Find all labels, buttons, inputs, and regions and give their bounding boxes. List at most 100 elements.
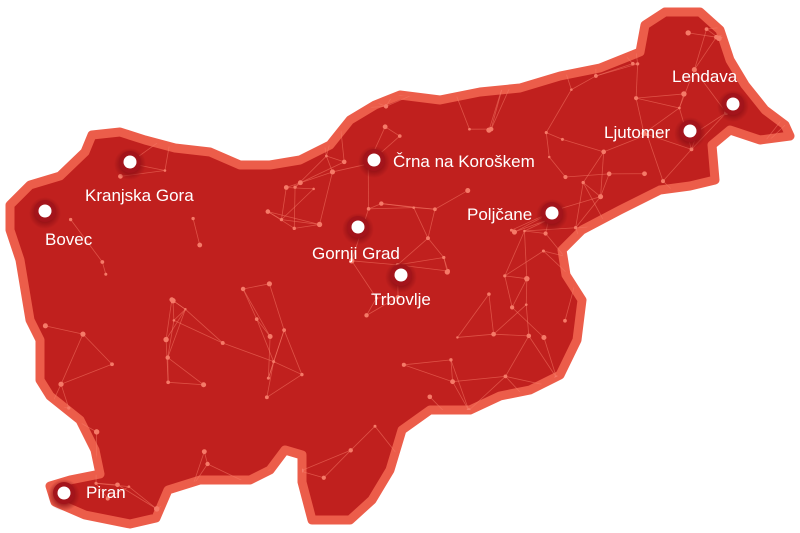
network-node	[491, 331, 496, 337]
network-node	[687, 297, 693, 303]
network-node	[576, 271, 580, 275]
network-node	[601, 149, 607, 155]
network-line	[69, 12, 77, 16]
pin-dot-icon	[726, 97, 740, 111]
network-node	[128, 48, 132, 52]
network-node	[427, 394, 433, 400]
network-node	[215, 122, 221, 128]
network-node	[297, 180, 303, 186]
network-line	[481, 458, 504, 498]
pin-dot-icon	[545, 206, 559, 220]
network-node	[197, 242, 203, 248]
network-line	[669, 341, 693, 350]
network-line	[505, 335, 530, 377]
network-node	[597, 396, 602, 401]
network-line	[142, 25, 165, 51]
network-node	[717, 358, 723, 364]
network-line	[698, 453, 701, 469]
network-node	[543, 231, 548, 236]
network-node	[668, 347, 671, 351]
network-node	[544, 131, 548, 135]
network-line	[543, 337, 557, 378]
network-line	[756, 511, 779, 523]
network-line	[326, 155, 345, 163]
network-node	[604, 223, 610, 229]
network-line	[643, 107, 680, 134]
network-node	[66, 12, 72, 14]
network-line	[646, 228, 653, 251]
pin-dot-icon	[38, 204, 52, 218]
network-line	[38, 65, 73, 81]
network-line	[185, 308, 223, 344]
network-node	[572, 470, 578, 475]
network-line	[639, 481, 653, 512]
network-line	[724, 414, 756, 423]
network-node	[667, 517, 671, 521]
network-line	[273, 361, 303, 375]
network-node	[547, 155, 551, 159]
network-line	[554, 23, 596, 39]
network-line	[326, 155, 333, 173]
pin-dot-icon	[57, 486, 71, 500]
network-node	[746, 368, 751, 373]
network-node	[714, 243, 720, 249]
network-line	[576, 477, 604, 510]
network-node	[348, 448, 353, 453]
network-line	[524, 230, 546, 234]
network-node	[523, 229, 526, 233]
network-node	[581, 180, 585, 185]
network-node	[104, 272, 108, 276]
network-line	[61, 14, 77, 51]
network-node	[631, 61, 635, 66]
network-node	[782, 113, 788, 119]
network-line	[576, 477, 612, 506]
network-node	[602, 317, 606, 322]
network-node	[510, 305, 515, 310]
network-line	[57, 128, 71, 146]
network-node	[573, 226, 578, 230]
network-line	[757, 22, 786, 50]
city-marker-gornji-grad[interactable]: Gornji Grad	[312, 213, 400, 263]
network-node	[753, 290, 757, 294]
pin-dot-icon	[351, 220, 365, 234]
network-node	[382, 124, 388, 130]
network-node	[699, 476, 702, 479]
city-marker-polj-ane[interactable]: Poljčane	[467, 199, 568, 231]
network-node	[753, 509, 760, 515]
network-line	[172, 300, 175, 321]
city-marker-piran[interactable]: Piran	[48, 479, 126, 511]
network-node	[24, 471, 29, 476]
network-node	[647, 426, 652, 432]
city-marker-kranjska-gora[interactable]: Kranjska Gora	[85, 148, 194, 205]
network-line	[52, 12, 70, 34]
network-node	[293, 185, 297, 189]
network-node	[329, 169, 336, 175]
network-line	[450, 359, 470, 411]
network-node	[553, 36, 556, 40]
network-node	[776, 520, 781, 524]
city-marker--rna-na-koro-kem[interactable]: Črna na Koroškem	[358, 146, 535, 178]
network-node	[640, 312, 646, 318]
network-line	[688, 341, 693, 360]
network-node	[739, 295, 743, 299]
network-line	[574, 472, 612, 498]
network-line	[710, 421, 725, 434]
network-line	[381, 203, 414, 209]
network-line	[504, 250, 544, 277]
network-node	[449, 358, 453, 362]
city-label: Ljutomer	[604, 123, 670, 142]
network-node	[220, 341, 225, 345]
network-node	[753, 37, 757, 41]
network-node	[752, 412, 758, 418]
network-node	[504, 482, 510, 488]
network-line	[413, 207, 429, 239]
city-marker-bovec[interactable]: Bovec	[29, 197, 93, 249]
network-node	[724, 265, 730, 271]
network-line	[319, 21, 321, 75]
city-marker-lendava[interactable]: Lendava	[672, 67, 749, 122]
network-line	[267, 211, 282, 220]
network-node	[704, 27, 709, 31]
city-marker-trbovlje[interactable]: Trbovlje	[371, 261, 431, 309]
network-node	[683, 427, 687, 431]
city-marker-ljutomer[interactable]: Ljutomer	[604, 117, 706, 149]
